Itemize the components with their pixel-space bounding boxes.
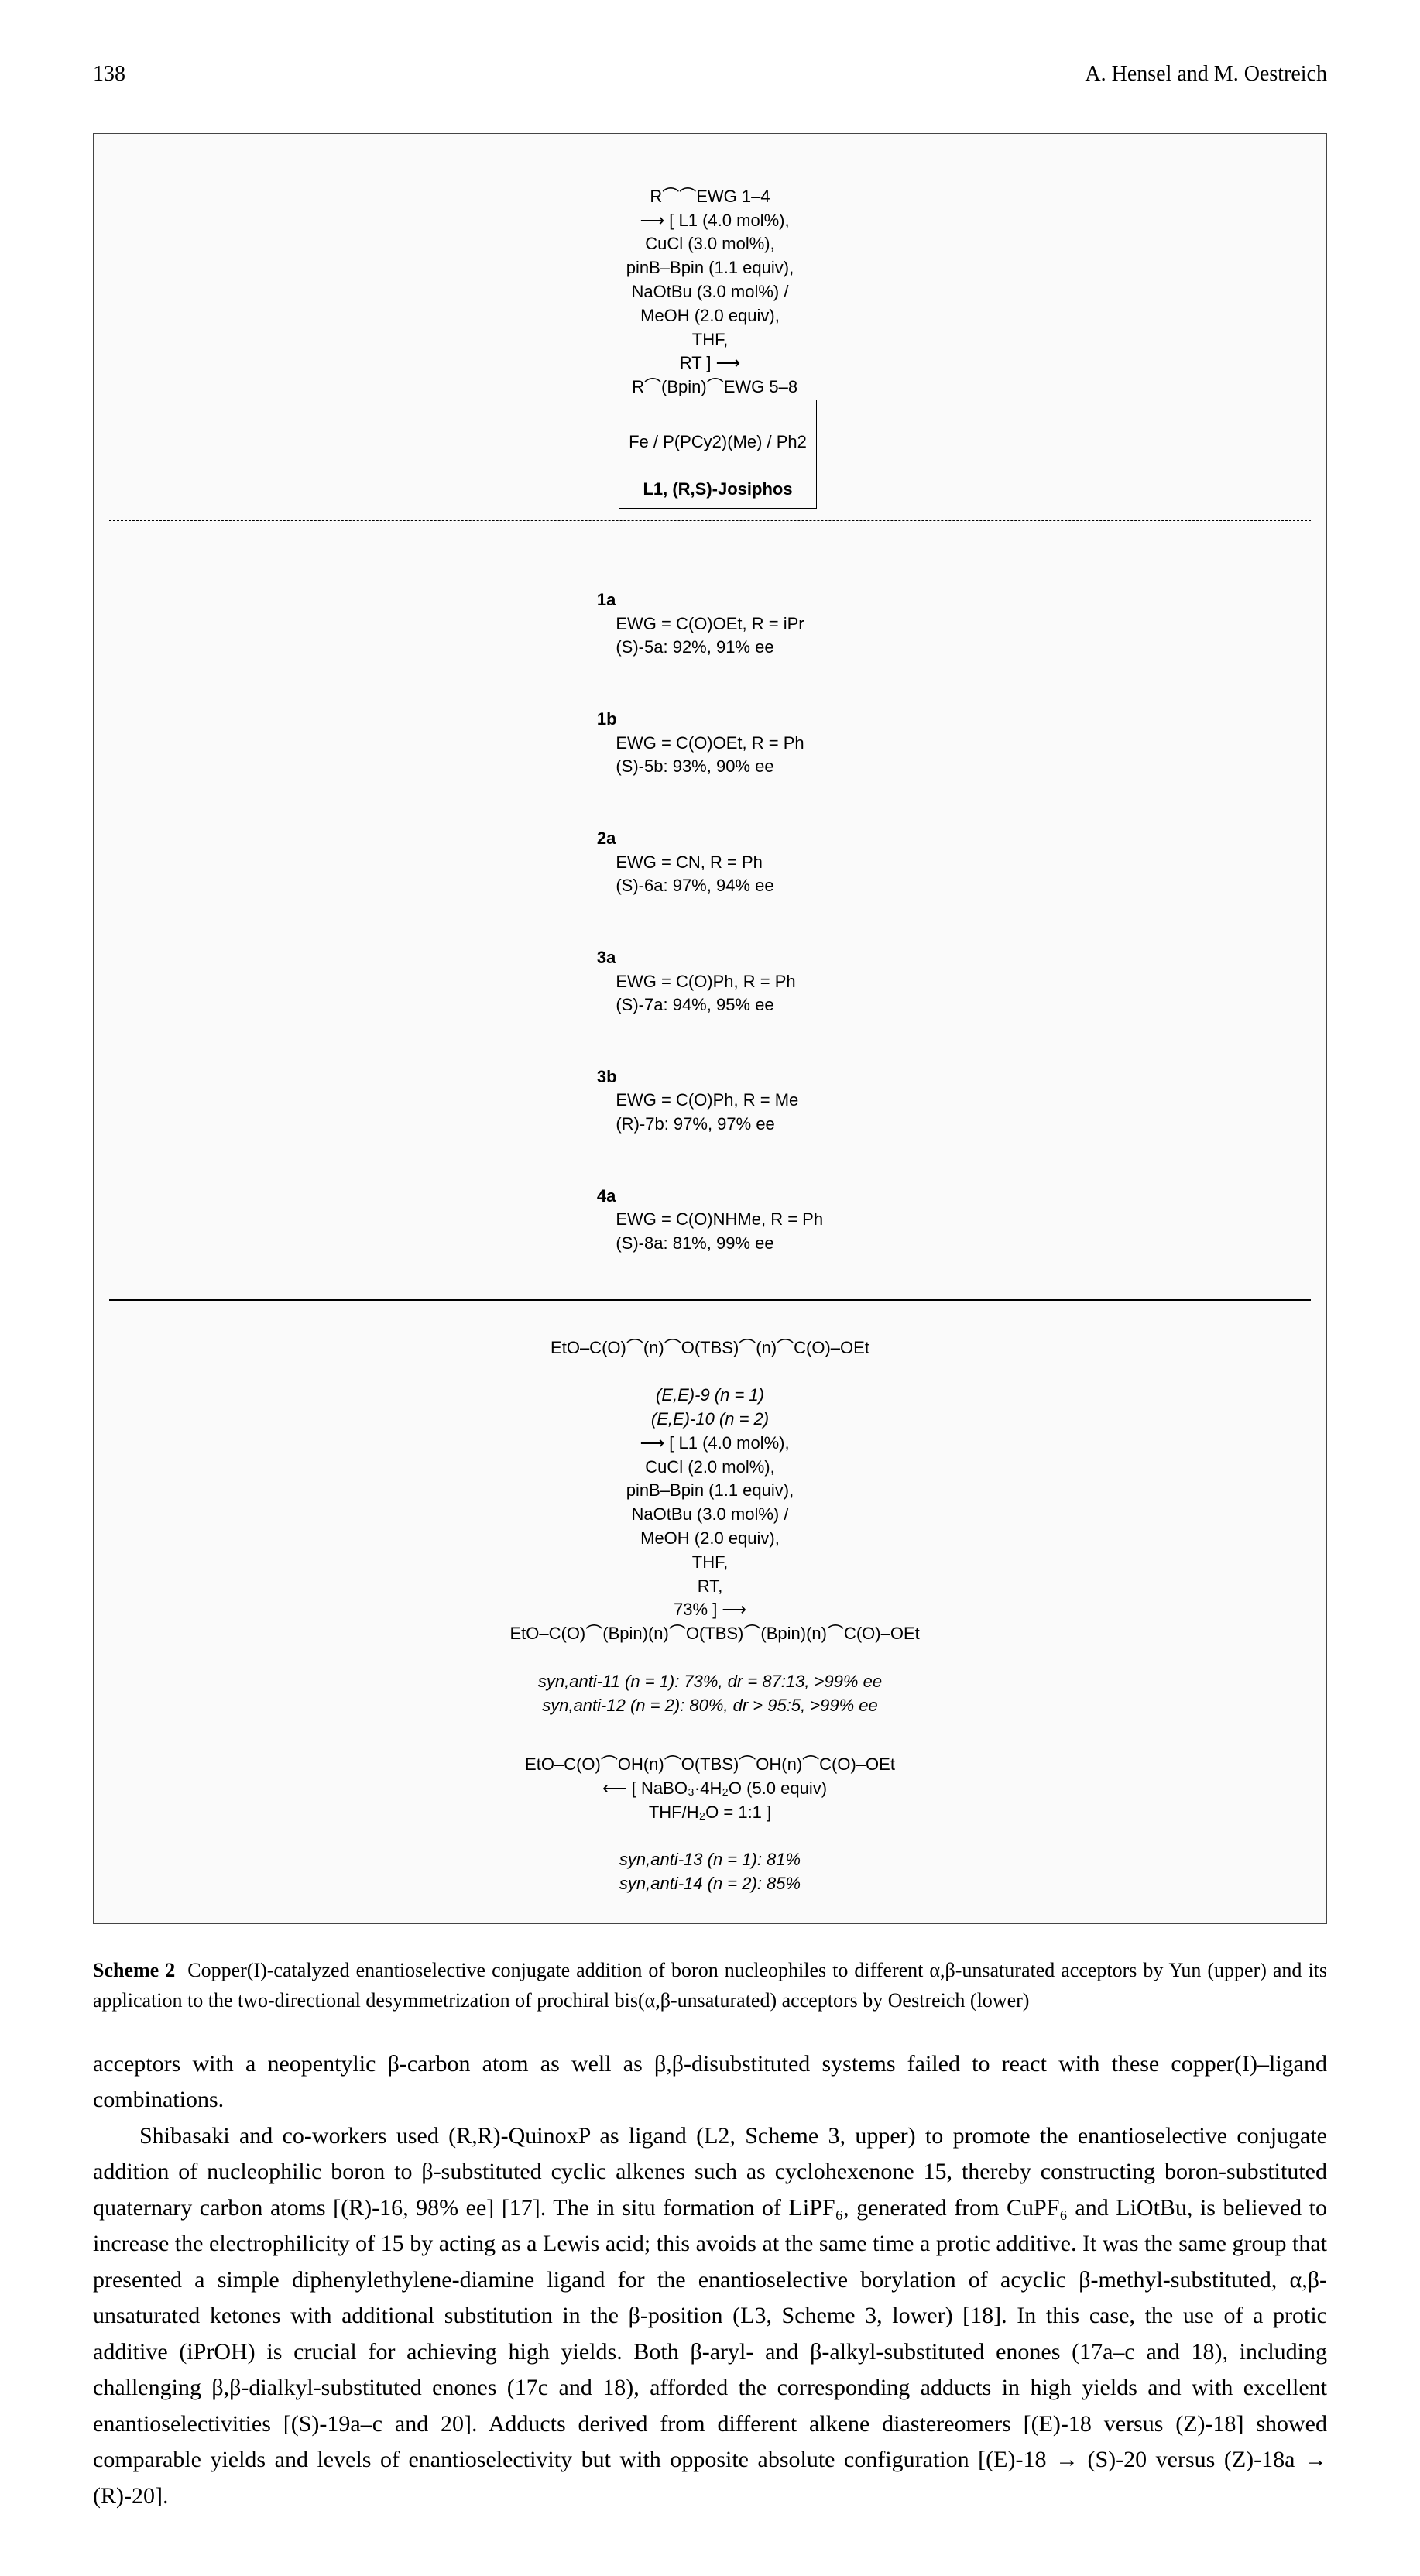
lower-final-results: syn,anti-13 (n = 1): 81% syn,anti-14 (n … bbox=[619, 1850, 801, 1893]
lower-cond-2: pinB–Bpin (1.1 equiv) bbox=[626, 1480, 789, 1500]
entry-res: (R)-7b: 97%, 97% ee bbox=[616, 1114, 774, 1134]
entry-def: EWG = C(O)Ph, R = Me bbox=[616, 1090, 798, 1110]
lower-cond-7: 73% bbox=[674, 1600, 708, 1619]
entry-res: (S)-8a: 81%, 99% ee bbox=[616, 1233, 773, 1253]
lower-product-results: syn,anti-11 (n = 1): 73%, dr = 87:13, >9… bbox=[538, 1672, 882, 1715]
scheme-label: Scheme 2 bbox=[93, 1959, 175, 1981]
entry-def: EWG = C(O)OEt, R = Ph bbox=[616, 733, 804, 753]
entry-row: 3a EWG = C(O)Ph, R = Ph (S)-7a: 94%, 95%… bbox=[597, 922, 823, 1017]
lower-substrate: EtO–C(O)⌒(n)⌒O(TBS)⌒(n)⌒C(O)–OEt bbox=[551, 1338, 869, 1357]
scheme-2-figure: R⌒⌒EWG 1–4 ⟶ [ L1 (4.0 mol%), CuCl (3.0 … bbox=[93, 133, 1327, 1924]
entry-def: EWG = C(O)OEt, R = iPr bbox=[616, 614, 804, 633]
entry-res: (S)-7a: 94%, 95% ee bbox=[616, 995, 773, 1014]
entry-row: 4a EWG = C(O)NHMe, R = Ph (S)-8a: 81%, 9… bbox=[597, 1161, 823, 1256]
lower-cond-1: CuCl (2.0 mol%) bbox=[645, 1457, 770, 1477]
scheme-2-caption: Scheme 2 Copper(I)-catalyzed enantiosele… bbox=[93, 1955, 1327, 2015]
entry-id: 4a bbox=[597, 1186, 616, 1206]
entry-def: EWG = CN, R = Ph bbox=[616, 852, 763, 872]
scheme-divider-dashed bbox=[109, 520, 1311, 521]
upper-cond-6: RT bbox=[680, 353, 702, 372]
lower-substrate-ids: (E,E)-9 (n = 1) (E,E)-10 (n = 2) bbox=[651, 1385, 769, 1429]
lower-product: EtO–C(O)⌒(Bpin)(n)⌒O(TBS)⌒(Bpin)(n)⌒C(O)… bbox=[509, 1624, 919, 1643]
entry-row: 1b EWG = C(O)OEt, R = Ph (S)-5b: 93%, 90… bbox=[597, 684, 823, 779]
entry-row: 3b EWG = C(O)Ph, R = Me (R)-7b: 97%, 97%… bbox=[597, 1041, 823, 1137]
upper-cond-4: MeOH (2.0 equiv) bbox=[640, 306, 775, 325]
upper-cond-3: NaOtBu (3.0 mol%) bbox=[632, 282, 780, 301]
paragraph-1: acceptors with a neopentylic β-carbon at… bbox=[93, 2046, 1327, 2118]
entry-row: 1a EWG = C(O)OEt, R = iPr (S)-5a: 92%, 9… bbox=[597, 564, 823, 660]
body-text: acceptors with a neopentylic β-carbon at… bbox=[93, 2046, 1327, 2515]
lower-final-product: EtO–C(O)⌒OH(n)⌒O(TBS)⌒OH(n)⌒C(O)–OEt bbox=[525, 1754, 895, 1774]
upper-cond-1: CuCl (3.0 mol%) bbox=[645, 234, 770, 253]
paragraph-2: Shibasaki and co-workers used (R,R)-Quin… bbox=[93, 2118, 1327, 2515]
entry-id: 2a bbox=[597, 828, 616, 848]
ligand-box: Fe / P(PCy2)(Me) / Ph2 L1, (R,S)-Josipho… bbox=[619, 400, 817, 509]
entry-res: (S)-6a: 97%, 94% ee bbox=[616, 876, 773, 895]
lower-cond-3: NaOtBu (3.0 mol%) bbox=[632, 1504, 780, 1524]
lower-cond-6: RT bbox=[698, 1576, 719, 1596]
entry-row: 2a EWG = CN, R = Ph (S)-6a: 97%, 94% ee bbox=[597, 803, 823, 898]
entry-res: (S)-5a: 92%, 91% ee bbox=[616, 637, 773, 657]
lower-workup: NaBO₃·4H₂O (5.0 equiv) THF/H₂O = 1:1 bbox=[641, 1779, 827, 1822]
lower-cond-0: L1 (4.0 mol%) bbox=[679, 1433, 785, 1453]
lower-workup-row: EtO–C(O)⌒OH(n)⌒O(TBS)⌒OH(n)⌒C(O)–OEt ⟵ [… bbox=[109, 1729, 1311, 1896]
page-authors: A. Hensel and M. Oestreich bbox=[1085, 62, 1327, 87]
lower-cond-4: MeOH (2.0 equiv) bbox=[640, 1528, 775, 1548]
entry-id: 3b bbox=[597, 1067, 617, 1086]
upper-substrate: R⌒⌒EWG 1–4 bbox=[650, 187, 770, 206]
upper-entries: 1a EWG = C(O)OEt, R = iPr (S)-5a: 92%, 9… bbox=[597, 540, 823, 1280]
entry-def: EWG = C(O)Ph, R = Ph bbox=[616, 972, 795, 991]
entry-id: 1b bbox=[597, 709, 617, 729]
upper-product: R⌒(Bpin)⌒EWG 5–8 bbox=[632, 377, 797, 396]
lower-cond-5: THF bbox=[692, 1552, 723, 1572]
entry-res: (S)-5b: 93%, 90% ee bbox=[616, 756, 773, 776]
upper-cond-0: L1 (4.0 mol%) bbox=[679, 211, 785, 230]
entry-id: 1a bbox=[597, 590, 616, 609]
lower-reaction-row: EtO–C(O)⌒(n)⌒O(TBS)⌒(n)⌒C(O)–OEt (E,E)-9… bbox=[109, 1312, 1311, 1718]
entry-id: 3a bbox=[597, 948, 616, 967]
ligand-structure: Fe / P(PCy2)(Me) / Ph2 bbox=[629, 432, 807, 451]
upper-cond-2: pinB–Bpin (1.1 equiv) bbox=[626, 258, 789, 277]
upper-cond-5: THF bbox=[692, 330, 723, 349]
scheme-divider-solid bbox=[109, 1299, 1311, 1301]
page-header: 138 A. Hensel and M. Oestreich bbox=[93, 62, 1327, 87]
upper-reaction-row: R⌒⌒EWG 1–4 ⟶ [ L1 (4.0 mol%), CuCl (3.0 … bbox=[109, 161, 1311, 509]
page-number: 138 bbox=[93, 62, 125, 87]
entry-def: EWG = C(O)NHMe, R = Ph bbox=[616, 1209, 823, 1229]
scheme-caption-text: Copper(I)-catalyzed enantioselective con… bbox=[93, 1959, 1327, 2012]
ligand-label: L1, (R,S)-Josiphos bbox=[643, 479, 792, 499]
